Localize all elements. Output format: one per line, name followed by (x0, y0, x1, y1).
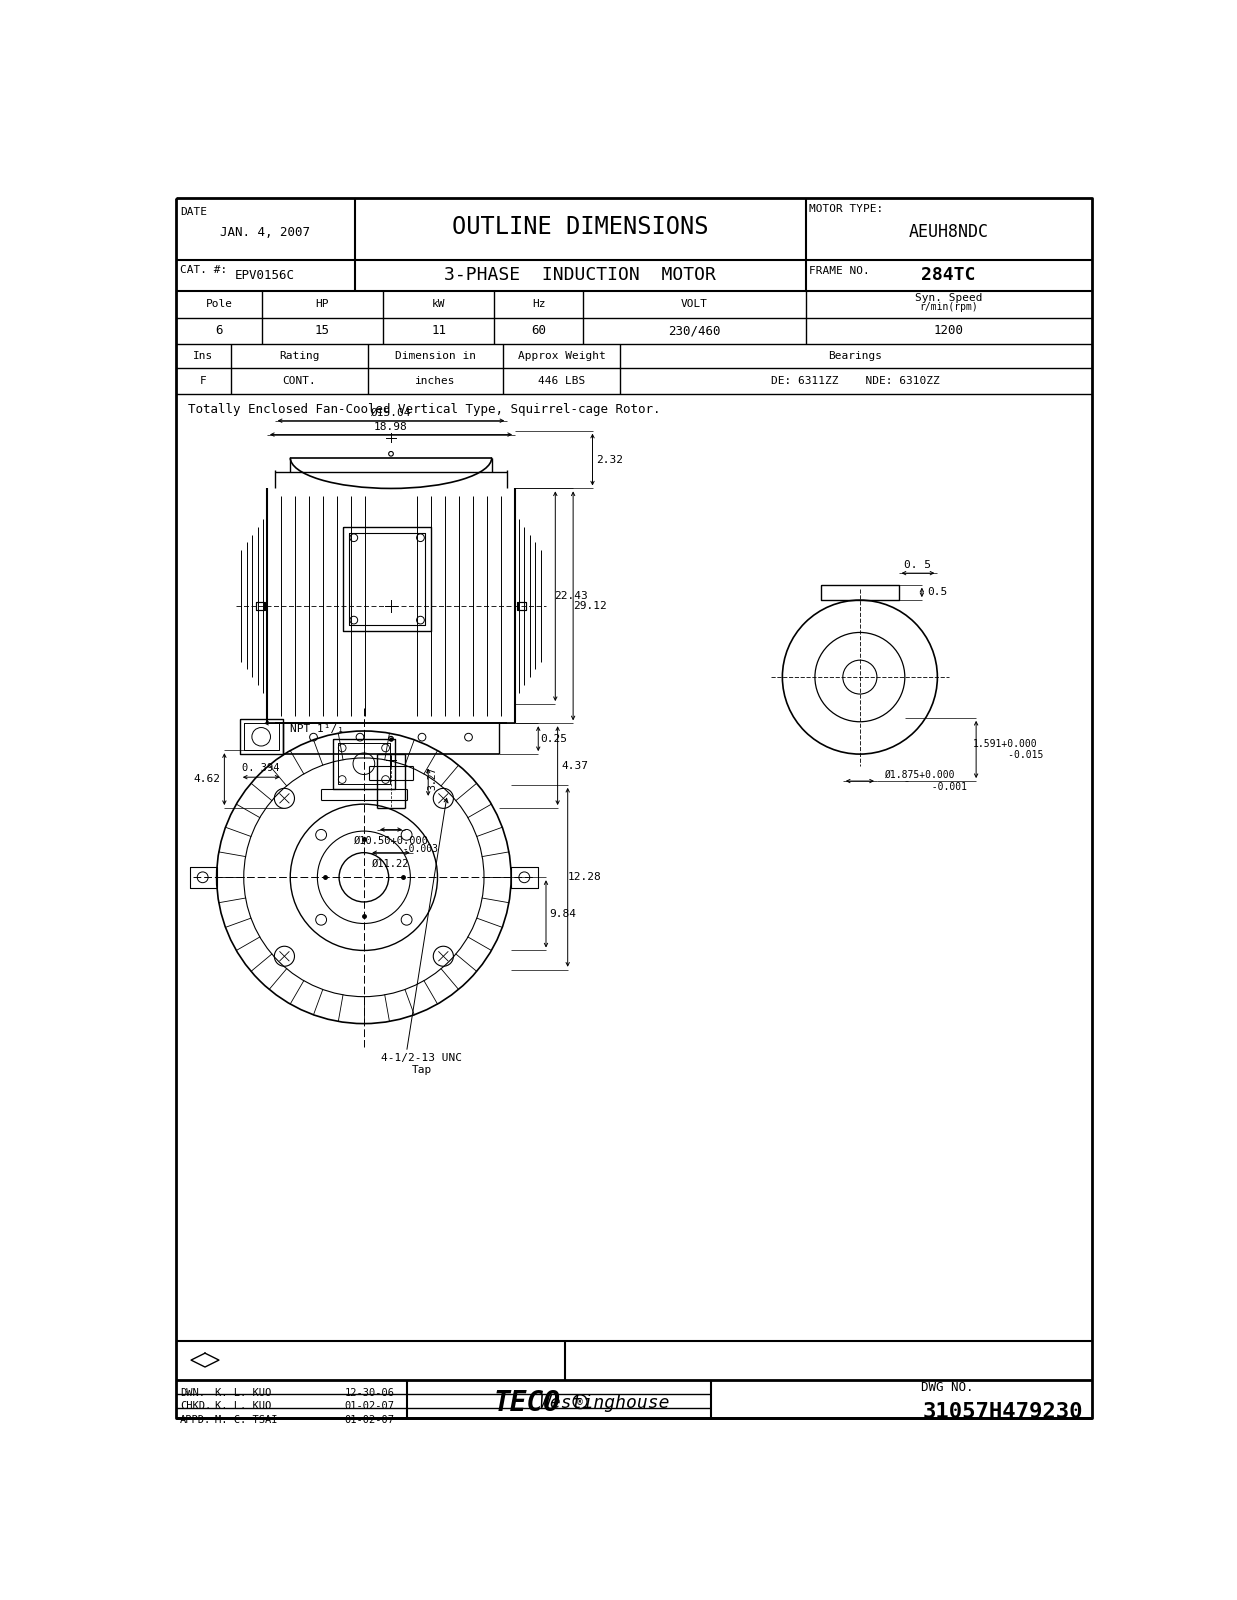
Text: 60: 60 (531, 325, 547, 338)
Text: K. L. KUO: K. L. KUO (215, 1402, 271, 1411)
Text: 4.62: 4.62 (194, 774, 221, 784)
Text: Hz: Hz (532, 299, 546, 309)
Text: Tap: Tap (412, 1066, 432, 1075)
Text: F: F (200, 376, 207, 386)
Text: 9.84: 9.84 (549, 909, 576, 918)
Text: DWN.: DWN. (181, 1387, 205, 1398)
Text: 0.25: 0.25 (541, 734, 568, 744)
Text: 230/460: 230/460 (668, 325, 721, 338)
Text: APPD.: APPD. (181, 1414, 212, 1424)
Text: Approx Weight: Approx Weight (517, 350, 605, 362)
Text: Syn. Speed: Syn. Speed (915, 293, 982, 304)
Text: 12.28: 12.28 (568, 872, 601, 882)
Text: Dimension in: Dimension in (395, 350, 476, 362)
Text: DATE: DATE (181, 208, 208, 218)
Text: EPV0156C: EPV0156C (235, 269, 294, 282)
Text: Westinghouse: Westinghouse (539, 1394, 670, 1413)
Text: NPT 1¹/₁: NPT 1¹/₁ (291, 723, 344, 734)
Text: 15: 15 (315, 325, 330, 338)
Text: CONT.: CONT. (282, 376, 315, 386)
Text: 12-30-06: 12-30-06 (344, 1387, 395, 1398)
Text: 31057H479230: 31057H479230 (923, 1403, 1082, 1422)
Text: -0.003: -0.003 (344, 843, 438, 854)
Text: 0. 394: 0. 394 (242, 763, 280, 773)
Text: HP: HP (315, 299, 329, 309)
Text: Rating: Rating (278, 350, 319, 362)
Text: Ø11.22: Ø11.22 (372, 859, 409, 869)
Text: 3-PHASE  INDUCTION  MOTOR: 3-PHASE INDUCTION MOTOR (444, 266, 716, 285)
Text: 22.43: 22.43 (554, 592, 588, 602)
Text: CHKD.: CHKD. (181, 1402, 212, 1411)
Text: DWG NO.: DWG NO. (922, 1381, 974, 1394)
Text: inches: inches (416, 376, 455, 386)
Text: AEUH8NDC: AEUH8NDC (908, 222, 988, 242)
Text: VOLT: VOLT (680, 299, 708, 309)
Text: 4.37: 4.37 (562, 760, 588, 771)
Text: 29.12: 29.12 (573, 602, 607, 611)
Text: 284TC: 284TC (922, 266, 976, 285)
Text: 3.27: 3.27 (427, 766, 437, 790)
Text: 4-1/2-13 UNC: 4-1/2-13 UNC (381, 1053, 463, 1064)
Text: Ins: Ins (193, 350, 214, 362)
Text: FRAME NO.: FRAME NO. (809, 266, 871, 275)
Text: 01-02-07: 01-02-07 (344, 1402, 395, 1411)
Text: CAT. #:: CAT. #: (181, 266, 228, 275)
Text: Bearings: Bearings (829, 350, 883, 362)
Text: 0.5: 0.5 (928, 587, 948, 597)
Text: kW: kW (432, 299, 445, 309)
Text: Ø1.875+0.000
          -0.001: Ø1.875+0.000 -0.001 (872, 770, 966, 792)
Text: JAN. 4, 2007: JAN. 4, 2007 (220, 226, 310, 238)
Text: TECO: TECO (494, 1389, 560, 1418)
Text: Ø15.04: Ø15.04 (371, 408, 411, 418)
Text: Ø10.50+0.000: Ø10.50+0.000 (354, 835, 428, 845)
Text: r/min(rpm): r/min(rpm) (919, 302, 978, 312)
Text: ®: ® (578, 1397, 583, 1406)
Text: Pole: Pole (205, 299, 233, 309)
Text: OUTLINE DIMENSIONS: OUTLINE DIMENSIONS (452, 214, 709, 238)
Text: K. L. KUO: K. L. KUO (215, 1387, 271, 1398)
Text: 01-02-07: 01-02-07 (344, 1414, 395, 1424)
Text: DE: 6311ZZ    NDE: 6310ZZ: DE: 6311ZZ NDE: 6310ZZ (771, 376, 940, 386)
Text: 18.98: 18.98 (374, 422, 408, 432)
Text: M. C. TSAI: M. C. TSAI (215, 1414, 277, 1424)
Text: 446 LBS: 446 LBS (538, 376, 585, 386)
Text: 1.591+0.000
       -0.015: 1.591+0.000 -0.015 (967, 739, 1044, 760)
Text: Totally Enclosed Fan-Cooled Vertical Type, Squirrel-cage Rotor.: Totally Enclosed Fan-Cooled Vertical Typ… (188, 403, 661, 416)
Text: 6: 6 (215, 325, 223, 338)
Text: 0. 5: 0. 5 (904, 560, 931, 571)
Text: 11: 11 (432, 325, 447, 338)
Text: 2.32: 2.32 (596, 454, 623, 464)
Text: 1200: 1200 (934, 325, 964, 338)
Text: MOTOR TYPE:: MOTOR TYPE: (809, 205, 883, 214)
